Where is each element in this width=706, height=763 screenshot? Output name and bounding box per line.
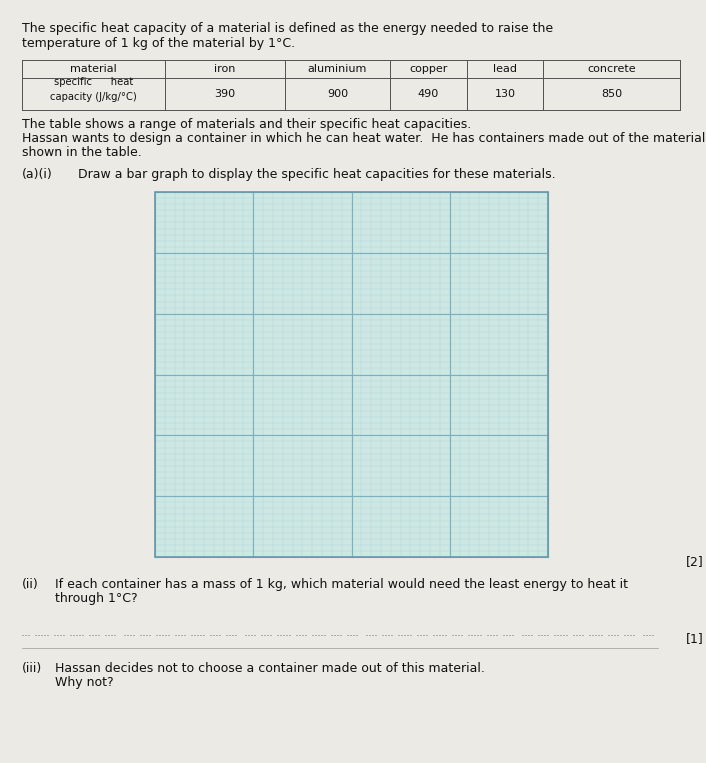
Text: The table shows a range of materials and their specific heat capacities.: The table shows a range of materials and… <box>22 118 471 131</box>
Text: aluminium: aluminium <box>308 64 367 74</box>
Text: [1]: [1] <box>686 632 704 645</box>
Bar <box>390 78 467 110</box>
Text: lead: lead <box>493 64 517 74</box>
Text: 900: 900 <box>327 89 348 99</box>
Text: (ii): (ii) <box>22 578 39 591</box>
Text: specific      heat: specific heat <box>54 77 133 87</box>
Text: Hassan decides not to choose a container made out of this material.: Hassan decides not to choose a container… <box>55 662 485 675</box>
Bar <box>165 78 285 110</box>
Bar <box>22 60 165 78</box>
Bar <box>390 60 467 78</box>
Bar <box>22 78 165 110</box>
Text: capacity (J/kg/°C): capacity (J/kg/°C) <box>50 92 137 102</box>
Text: Why not?: Why not? <box>55 676 114 689</box>
Bar <box>543 60 680 78</box>
Text: 850: 850 <box>601 89 622 99</box>
Text: 130: 130 <box>494 89 515 99</box>
Text: shown in the table.: shown in the table. <box>22 146 142 159</box>
Text: Hassan wants to design a container in which he can heat water.  He has container: Hassan wants to design a container in wh… <box>22 132 706 145</box>
Bar <box>543 78 680 110</box>
Text: temperature of 1 kg of the material by 1°C.: temperature of 1 kg of the material by 1… <box>22 37 295 50</box>
Text: If each container has a mass of 1 kg, which material would need the least energy: If each container has a mass of 1 kg, wh… <box>55 578 628 591</box>
Text: through 1°C?: through 1°C? <box>55 592 138 605</box>
Bar <box>467 78 543 110</box>
Text: Draw a bar graph to display the specific heat capacities for these materials.: Draw a bar graph to display the specific… <box>78 168 556 181</box>
Text: (iii): (iii) <box>22 662 42 675</box>
Bar <box>285 78 390 110</box>
Text: [2]: [2] <box>686 555 704 568</box>
Text: 490: 490 <box>418 89 439 99</box>
Bar <box>155 192 548 557</box>
Text: iron: iron <box>215 64 236 74</box>
Text: concrete: concrete <box>587 64 636 74</box>
Text: The specific heat capacity of a material is defined as the energy needed to rais: The specific heat capacity of a material… <box>22 22 553 35</box>
Text: 390: 390 <box>215 89 236 99</box>
Bar <box>285 60 390 78</box>
Text: material: material <box>70 64 117 74</box>
Bar <box>467 60 543 78</box>
Text: (a)(i): (a)(i) <box>22 168 53 181</box>
Text: copper: copper <box>409 64 448 74</box>
Bar <box>155 192 548 557</box>
Bar <box>165 60 285 78</box>
